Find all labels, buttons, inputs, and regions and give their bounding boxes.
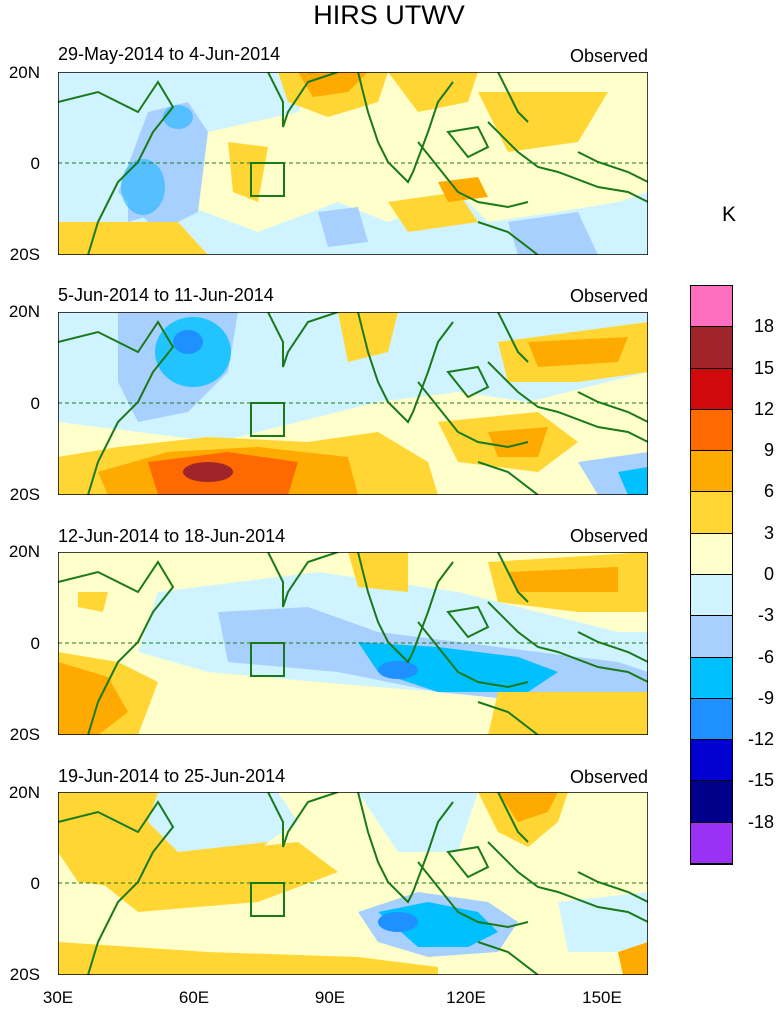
lon-label-60e: 60E (178, 988, 210, 1007)
map-panel-3 (58, 552, 648, 735)
colorbar-swatch (691, 492, 732, 534)
panel-date-range: 19-Jun-2014 to 25-Jun-2014 (58, 766, 286, 786)
colorbar-swatch (691, 575, 732, 617)
panel-date-range: 12-Jun-2014 to 18-Jun-2014 (58, 526, 286, 546)
lat-label-20s: 20S (9, 245, 40, 264)
colorbar-swatch (691, 740, 732, 782)
colorbar-swatch (691, 781, 732, 823)
panel-observed-label: Observed (569, 526, 648, 546)
lat-label-20s: 20S (9, 965, 40, 984)
colorbar-unit-label: K (722, 203, 737, 226)
colorbar-tick-label: -18 (747, 811, 774, 832)
target-region-box-icon (250, 642, 285, 677)
colorbar-tick-label: 18 (753, 316, 774, 337)
colorbar-swatch (691, 368, 732, 410)
lat-label-20n: 20N (8, 63, 40, 82)
colorbar-tick-label: -12 (747, 729, 774, 750)
lat-label-20s: 20S (9, 725, 40, 744)
lat-label-0: 0 (30, 874, 40, 893)
colorbar-swatch (691, 657, 732, 699)
colorbar-tick-label: 9 (763, 440, 774, 461)
colorbar-tick-label: -15 (747, 770, 774, 791)
lon-label-90e: 90E (314, 988, 346, 1007)
colorbar-swatch (691, 286, 732, 328)
colorbar-swatch (691, 822, 732, 864)
colorbar-swatch (691, 327, 732, 369)
panel-observed-label: Observed (569, 46, 648, 66)
colorbar-swatch (691, 616, 732, 658)
colorbar-tick-label: -9 (757, 687, 774, 708)
lat-label-0: 0 (30, 394, 40, 413)
colorbar-tick-label: 0 (763, 564, 774, 584)
lat-label-20n: 20N (8, 302, 40, 321)
target-region-box-icon (250, 882, 285, 917)
map-panel-4 (58, 792, 648, 975)
figure-title: HIRS UTWV (313, 0, 465, 30)
panel-observed-label: Observed (569, 286, 648, 306)
target-region-box-icon (250, 162, 285, 197)
lon-label-150e: 150E (582, 988, 622, 1007)
lat-label-20n: 20N (8, 542, 40, 561)
colorbar-tick-label: -6 (757, 646, 774, 667)
lat-label-0: 0 (30, 634, 40, 653)
colorbar-tick-label: 6 (763, 481, 774, 502)
panel-date-range: 29-May-2014 to 4-Jun-2014 (58, 44, 281, 64)
target-region-box-icon (250, 402, 285, 437)
lat-label-0: 0 (30, 154, 40, 173)
colorbar-swatch (691, 698, 732, 741)
colorbar-tick-label: 12 (753, 398, 774, 419)
colorbar-tick-label: -3 (757, 605, 774, 626)
lat-label-20n: 20N (8, 783, 40, 802)
colorbar-swatch (691, 451, 732, 493)
colorbar (690, 285, 733, 865)
map-panel-2 (58, 312, 648, 495)
colorbar-tick-label: 15 (753, 357, 774, 378)
map-panel-1 (58, 72, 648, 255)
panel-date-range: 5-Jun-2014 to 11-Jun-2014 (58, 285, 274, 305)
lat-label-20s: 20S (9, 485, 40, 504)
lon-label-120e: 120E (446, 988, 486, 1007)
panel-observed-label: Observed (569, 767, 648, 787)
colorbar-swatch (691, 409, 732, 452)
lon-label-30e: 30E (42, 988, 74, 1007)
colorbar-swatch (691, 533, 732, 575)
colorbar-tick-label: 3 (763, 522, 774, 543)
